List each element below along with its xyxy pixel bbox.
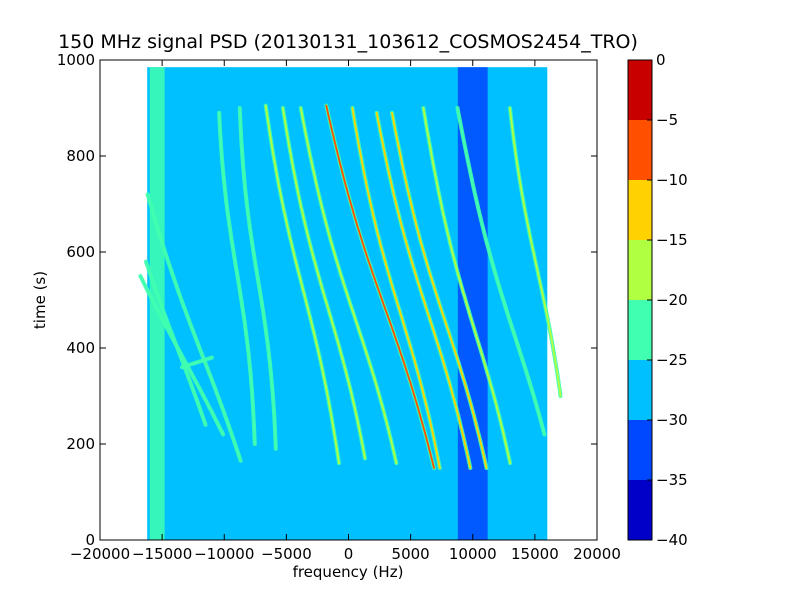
colorbar-tick-label: −20	[656, 291, 688, 309]
signal-trace-14	[456, 107, 546, 436]
y-tick-label: 200	[66, 435, 95, 453]
y-tick-label: 1000	[57, 51, 95, 69]
x-tick-label: 5000	[392, 545, 430, 563]
colorbar-tick-label: −25	[656, 351, 688, 369]
x-tick-label: 0	[344, 545, 354, 563]
signal-trace-5	[238, 107, 277, 450]
signal-trace-10	[351, 107, 441, 469]
signal-trace-7	[281, 107, 366, 460]
signal-trace-4	[218, 111, 256, 445]
signal-trace-15	[508, 107, 562, 397]
signal-trace-6	[264, 104, 340, 465]
colorbar-tick-label: −5	[656, 111, 678, 129]
x-axis-ticks: −20000 −15000 −10000 −5000 0 5000 10000 15000 20…	[70, 60, 621, 563]
y-tick-label: 800	[66, 147, 95, 165]
y-tick-label: 400	[66, 339, 95, 357]
y-axis-ticks: 0 200 400 600 800 1000	[57, 51, 597, 549]
y-tick-label: 0	[85, 531, 95, 549]
colorbar-level-0	[628, 480, 652, 540]
signal-trace-8	[299, 107, 398, 465]
signal-trace-3	[146, 193, 242, 462]
colorbar-tick-label: −15	[656, 231, 688, 249]
colorbar-level-3	[628, 300, 652, 360]
colorbar-tick-label: −35	[656, 471, 688, 489]
heatmap-band-1	[457, 67, 488, 540]
colorbar-level-7	[628, 60, 652, 120]
x-tick-label: 10000	[449, 545, 497, 563]
y-axis-label: time (s)	[31, 271, 49, 329]
colorbar-level-6	[628, 120, 652, 180]
colorbar-level-4	[628, 240, 652, 300]
colorbar-tick-label: −10	[656, 171, 688, 189]
signal-trace-12	[391, 111, 488, 469]
x-tick-label: −20000	[70, 545, 130, 563]
colorbar-tick-label: −40	[656, 531, 688, 549]
signal-trace-11	[375, 111, 472, 469]
colorbar-level-5	[628, 180, 652, 240]
x-tick-label: −10000	[194, 545, 254, 563]
signal-trace-9	[325, 104, 435, 469]
chart-title: 150 MHz signal PSD (20130131_103612_COSM…	[58, 31, 638, 53]
colorbar-level-2	[628, 360, 652, 420]
x-axis-label: frequency (Hz)	[293, 563, 404, 581]
heatmap-area	[138, 67, 563, 540]
heatmap-band-0	[149, 67, 165, 540]
x-tick-label: 20000	[573, 545, 621, 563]
colorbar: 0 −5 −10 −15 −20 −25 −30 −35 −40	[627, 51, 688, 549]
signal-trace-13	[422, 107, 512, 465]
y-tick-label: 600	[66, 243, 95, 261]
colorbar-tick-label: −30	[656, 411, 688, 429]
x-tick-label: −5000	[261, 545, 312, 563]
x-tick-label: −15000	[132, 545, 192, 563]
colorbar-level-1	[628, 420, 652, 480]
x-tick-label: 15000	[511, 545, 559, 563]
colorbar-tick-label: 0	[656, 51, 666, 69]
signal-trace-2	[139, 275, 225, 436]
